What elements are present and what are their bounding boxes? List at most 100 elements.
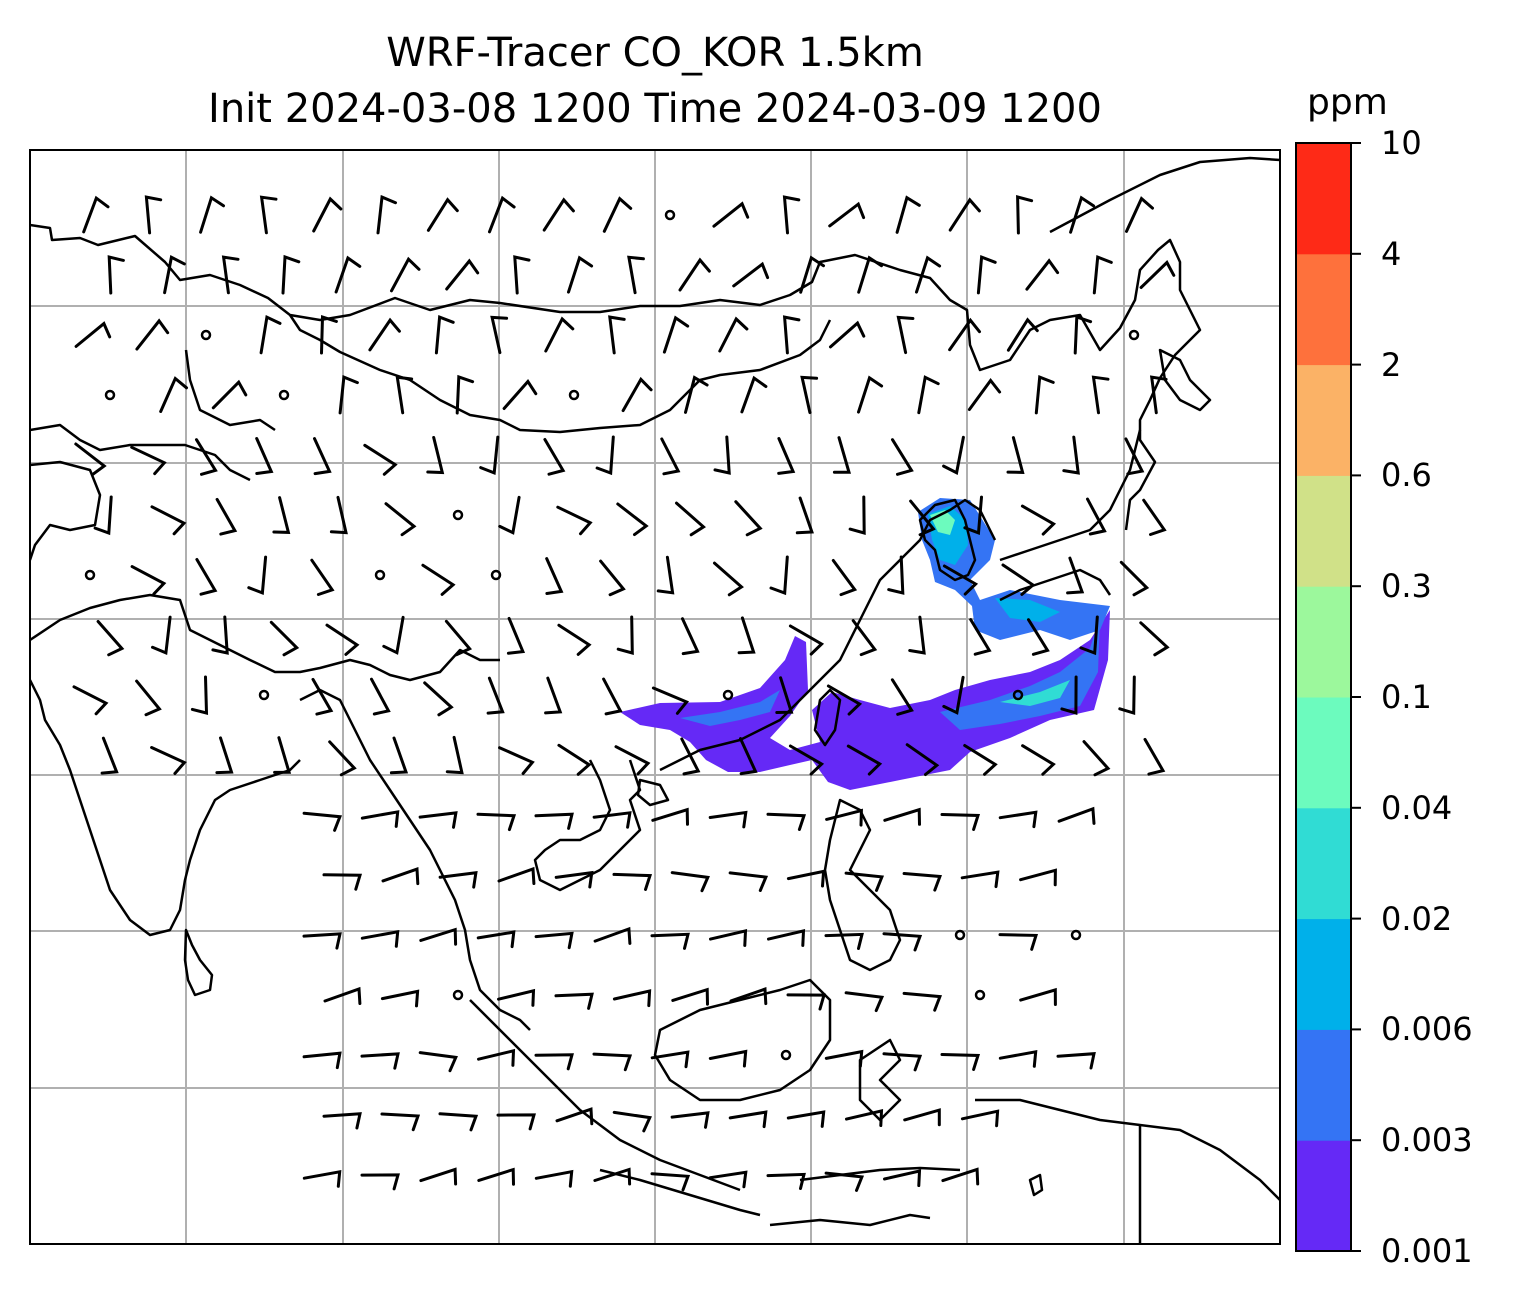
- wind-barb: [851, 619, 878, 657]
- wind-barb: [656, 555, 675, 595]
- wind-barb: [712, 201, 750, 228]
- colorbar-block: [1296, 807, 1351, 920]
- wind-barb: [651, 686, 690, 715]
- colorbar-tick-label: 4: [1381, 234, 1402, 273]
- wind-barb: [709, 928, 748, 947]
- wind-barb: [389, 736, 409, 775]
- wind-barb: [729, 987, 768, 1006]
- wind-barb: [211, 615, 229, 655]
- wind-barb: [426, 197, 459, 232]
- wind-barb: [360, 810, 400, 828]
- wind-barb: [322, 873, 363, 891]
- wind-barb: [1079, 615, 1099, 656]
- wind-barb: [543, 438, 566, 476]
- wind-barb: [380, 989, 420, 1008]
- wind-barb: [476, 812, 517, 832]
- wind-barb: [882, 1052, 923, 1072]
- wind-barb: [421, 563, 456, 596]
- wind-barb: [940, 1053, 981, 1071]
- wind-barb: [728, 871, 769, 892]
- wind-barb: [74, 321, 112, 348]
- wind-barb: [902, 872, 943, 892]
- wind-barb: [313, 437, 332, 476]
- wind-barb: [190, 675, 209, 715]
- wind-barb: [728, 1110, 768, 1129]
- wind-barb: [438, 870, 478, 889]
- colorbar-block: [1296, 697, 1351, 809]
- wind-barb: [734, 500, 763, 537]
- calm-wind-marker: [104, 389, 116, 401]
- wind-barb: [1091, 375, 1110, 415]
- wind-barb: [269, 620, 300, 657]
- wind-barb: [660, 437, 681, 476]
- wind-barb: [247, 555, 268, 596]
- wind-barb: [786, 993, 826, 1011]
- wind-barb: [497, 988, 536, 1007]
- map-frame: [29, 149, 1281, 1245]
- wind-barb: [151, 615, 172, 656]
- wind-barb: [786, 1110, 826, 1128]
- east-china-sea-plume: [940, 618, 1100, 730]
- wind-barb: [556, 505, 593, 536]
- wind-barb: [767, 928, 806, 947]
- wind-barb: [534, 1169, 574, 1188]
- wind-barb: [887, 555, 905, 595]
- colorbar-block: [1296, 253, 1351, 366]
- wind-barb: [360, 1052, 400, 1070]
- wind-barb: [1027, 618, 1050, 656]
- wind-barb: [998, 1049, 1038, 1068]
- wind-barb: [782, 195, 801, 235]
- wind-barb: [602, 677, 623, 716]
- wind-barb: [1062, 435, 1080, 475]
- wind-barb: [328, 740, 357, 777]
- calm-wind-marker: [490, 569, 502, 581]
- wind-barb: [544, 676, 563, 715]
- colorbar-tick-label: 2: [1381, 345, 1402, 384]
- wind-barb: [542, 197, 575, 232]
- wind-barb: [671, 987, 709, 1006]
- wind-barb: [976, 254, 997, 295]
- wind-barb: [82, 195, 110, 234]
- wind-barb: [195, 438, 218, 476]
- wind-barb: [678, 257, 711, 292]
- yellow-sea-plume-inner: [995, 598, 1060, 622]
- calm-wind-marker: [200, 329, 212, 341]
- wind-barb: [1092, 254, 1113, 295]
- wind-barb: [883, 807, 921, 826]
- wind-barb: [675, 501, 706, 537]
- colorbar-tick-label: 10: [1381, 124, 1422, 162]
- wind-barb: [621, 376, 653, 413]
- calm-wind-marker: [258, 689, 270, 701]
- wind-barb: [599, 559, 626, 597]
- wind-barb: [713, 435, 731, 475]
- calm-wind-marker: [452, 989, 464, 1001]
- wind-barb: [650, 932, 690, 950]
- wind-barb: [259, 314, 282, 355]
- wind-barb: [1124, 437, 1145, 476]
- wind-barb: [479, 435, 500, 476]
- wind-barb: [1118, 675, 1136, 716]
- wind-barb: [998, 933, 1039, 951]
- wind-barb: [844, 991, 885, 1013]
- wind-barb: [74, 442, 107, 477]
- wind-barb: [195, 558, 218, 596]
- wind-barb: [567, 255, 594, 294]
- calm-wind-marker: [974, 989, 986, 1001]
- wind-barb: [455, 374, 475, 415]
- wind-barb: [1020, 504, 1057, 536]
- wind-barb: [684, 375, 709, 414]
- wind-barb: [732, 261, 770, 288]
- wind-barb: [496, 1113, 536, 1131]
- wind-barb: [376, 194, 397, 235]
- calm-wind-marker: [278, 389, 290, 401]
- colorbar-blocks: [1296, 143, 1351, 1252]
- wind-barb: [159, 376, 188, 413]
- wind-barb: [800, 375, 819, 415]
- calm-wind-marker: [452, 509, 464, 521]
- wind-barb: [824, 1049, 864, 1068]
- wind-barb: [488, 195, 516, 234]
- south-china-plume-inner: [680, 690, 780, 726]
- wind-barb: [135, 679, 162, 717]
- wind-barb: [107, 255, 125, 295]
- wind-barb: [1060, 675, 1078, 715]
